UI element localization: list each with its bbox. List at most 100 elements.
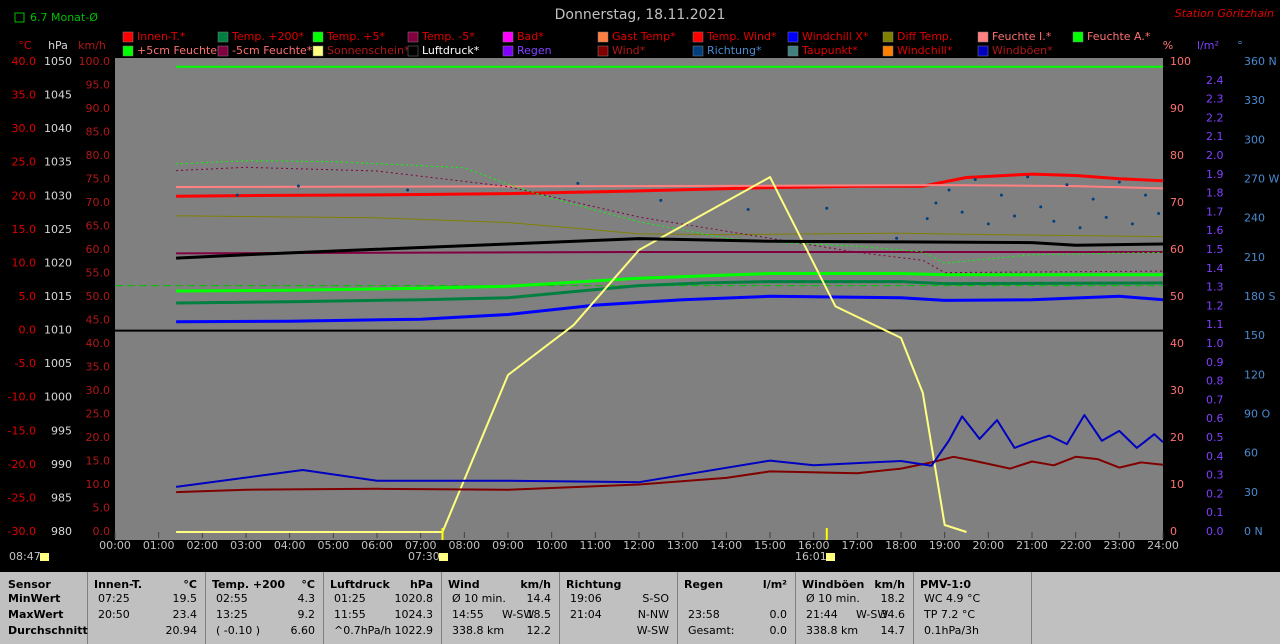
x-tick-label: 16:00 bbox=[798, 539, 830, 552]
legend-swatch bbox=[977, 31, 989, 43]
x-tick-label: 10:00 bbox=[536, 539, 568, 552]
y-tick-label: 360 N bbox=[1244, 55, 1277, 68]
stats-unit: km/h bbox=[874, 578, 905, 591]
stats-cell: W-SW bbox=[502, 608, 535, 621]
y-tick-label: 60.0 bbox=[86, 243, 111, 256]
y-tick-label: 150 bbox=[1244, 329, 1265, 342]
stats-value: 20.94 bbox=[165, 624, 198, 637]
y-tick-label: 1.5 bbox=[1206, 243, 1224, 256]
stats-header: Richtung bbox=[566, 578, 622, 591]
stats-value: 4.3 bbox=[297, 592, 316, 605]
x-tick-label: 24:00 bbox=[1147, 539, 1179, 552]
series-line bbox=[176, 160, 1164, 264]
y-tick-label: 100 bbox=[1170, 55, 1191, 68]
y-tick-label: 1025 bbox=[44, 223, 72, 236]
legend-swatch bbox=[407, 31, 419, 43]
y-tick-label: 85.0 bbox=[86, 126, 111, 139]
monthly-avg-label: 6.7 Monat-Ø bbox=[30, 11, 98, 24]
y-tick-label: 0.0 bbox=[19, 324, 37, 337]
stats-cell: 0.1hPa/3h bbox=[924, 624, 980, 637]
stats-header: Sensor bbox=[8, 578, 51, 591]
direction-dot bbox=[986, 222, 990, 226]
direction-dot bbox=[659, 198, 663, 202]
legend-label: Temp. Wind* bbox=[706, 30, 777, 43]
series-line bbox=[176, 237, 1164, 260]
stats-column: Richtung 19:06 S-SO 21:04 N-NW W-SW bbox=[560, 572, 678, 644]
y-tick-label: 30 bbox=[1170, 384, 1184, 397]
y-tick-label: 1035 bbox=[44, 156, 72, 169]
legend-swatch bbox=[692, 31, 704, 43]
stats-cell: 19:06 bbox=[570, 592, 602, 605]
stats-cell: 07:25 bbox=[98, 592, 130, 605]
stats-cell: WC 4.9 °C bbox=[924, 592, 981, 605]
y-tick-label: 270 W bbox=[1244, 173, 1279, 186]
direction-dot bbox=[1091, 197, 1095, 201]
stats-header: Windböen bbox=[802, 578, 865, 591]
legend-label: Regen bbox=[517, 44, 552, 57]
stats-header: Temp. +200 bbox=[212, 578, 286, 591]
x-tick-label: 02:00 bbox=[186, 539, 218, 552]
y-tick-label: 1010 bbox=[44, 324, 72, 337]
legend-swatch bbox=[882, 31, 894, 43]
axis-unit: hPa bbox=[48, 39, 68, 52]
y-tick-label: 330 bbox=[1244, 94, 1265, 107]
y-tick-label: -25.0 bbox=[8, 491, 36, 504]
y-tick-label: 100.0 bbox=[79, 55, 111, 68]
direction-dot bbox=[1117, 180, 1121, 184]
series-line bbox=[175, 414, 1164, 488]
stats-table: Sensor MinWert MaxWert Durchschnitt Innen-T.… bbox=[0, 572, 1280, 644]
series-line bbox=[176, 455, 1164, 494]
y-tick-label: 20.0 bbox=[12, 189, 37, 202]
stats-cell: Gesamt: bbox=[688, 624, 735, 637]
stats-value: 1020.8 bbox=[394, 592, 434, 605]
direction-dot bbox=[1039, 205, 1043, 209]
row-label: MinWert bbox=[8, 592, 61, 605]
stats-value: 12.2 bbox=[526, 624, 552, 637]
legend-swatch bbox=[882, 45, 894, 57]
stats-value: 14.7 bbox=[880, 624, 906, 637]
direction-dot bbox=[1157, 211, 1161, 215]
legend-swatch bbox=[217, 45, 229, 57]
stats-cell: 21:44 bbox=[806, 608, 838, 621]
legend-label: Luftdruck* bbox=[422, 44, 480, 57]
x-tick-label: 11:00 bbox=[579, 539, 611, 552]
stats-value: 34.6 bbox=[880, 608, 906, 621]
y-tick-label: 10.0 bbox=[12, 256, 37, 269]
direction-dot bbox=[1144, 193, 1148, 197]
stats-cell: Ø 10 min. bbox=[806, 592, 860, 605]
legend-label: Bad* bbox=[517, 30, 544, 43]
y-tick-label: 1.8 bbox=[1206, 187, 1224, 200]
annotation: 07:30 bbox=[408, 550, 440, 563]
y-tick-label: 0.9 bbox=[1206, 356, 1224, 369]
row-label: MaxWert bbox=[8, 608, 64, 621]
y-tick-label: -15.0 bbox=[8, 424, 36, 437]
stats-cell: ^0.7hPa/h bbox=[334, 624, 392, 637]
stats-unit: °C bbox=[183, 578, 197, 591]
axis-unit: km/h bbox=[78, 39, 106, 52]
y-tick-label: 300 bbox=[1244, 133, 1265, 146]
y-tick-label: 40.0 bbox=[86, 337, 111, 350]
direction-dot bbox=[895, 236, 899, 240]
legend-label: Feuchte A.* bbox=[1087, 30, 1151, 43]
stats-value: 6.60 bbox=[290, 624, 316, 637]
stats-column: Regen l/m² 23:58 0.0 Gesamt: 0.0 bbox=[678, 572, 796, 644]
stats-cell: TP 7.2 °C bbox=[924, 608, 976, 621]
series-line bbox=[176, 215, 1164, 238]
y-tick-label: 0.8 bbox=[1206, 375, 1224, 388]
y-tick-label: 0.4 bbox=[1206, 450, 1224, 463]
y-tick-label: 980 bbox=[51, 525, 72, 538]
y-tick-label: 60 bbox=[1170, 243, 1184, 256]
stats-value: N-NW bbox=[637, 608, 669, 621]
direction-dot bbox=[1052, 219, 1056, 223]
y-tick-label: 1.2 bbox=[1206, 299, 1224, 312]
stats-cell: 23:58 bbox=[688, 608, 720, 621]
y-tick-label: 0.3 bbox=[1206, 469, 1224, 482]
y-tick-label: 1.3 bbox=[1206, 281, 1224, 294]
y-tick-label: 1045 bbox=[44, 89, 72, 102]
x-tick-label: 08:00 bbox=[448, 539, 480, 552]
legend-label: Richtung* bbox=[707, 44, 762, 57]
x-tick-label: 14:00 bbox=[710, 539, 742, 552]
x-tick-label: 17:00 bbox=[841, 539, 873, 552]
y-tick-label: 35.0 bbox=[86, 361, 111, 374]
stats-header: PMV-1:0 bbox=[920, 578, 971, 591]
